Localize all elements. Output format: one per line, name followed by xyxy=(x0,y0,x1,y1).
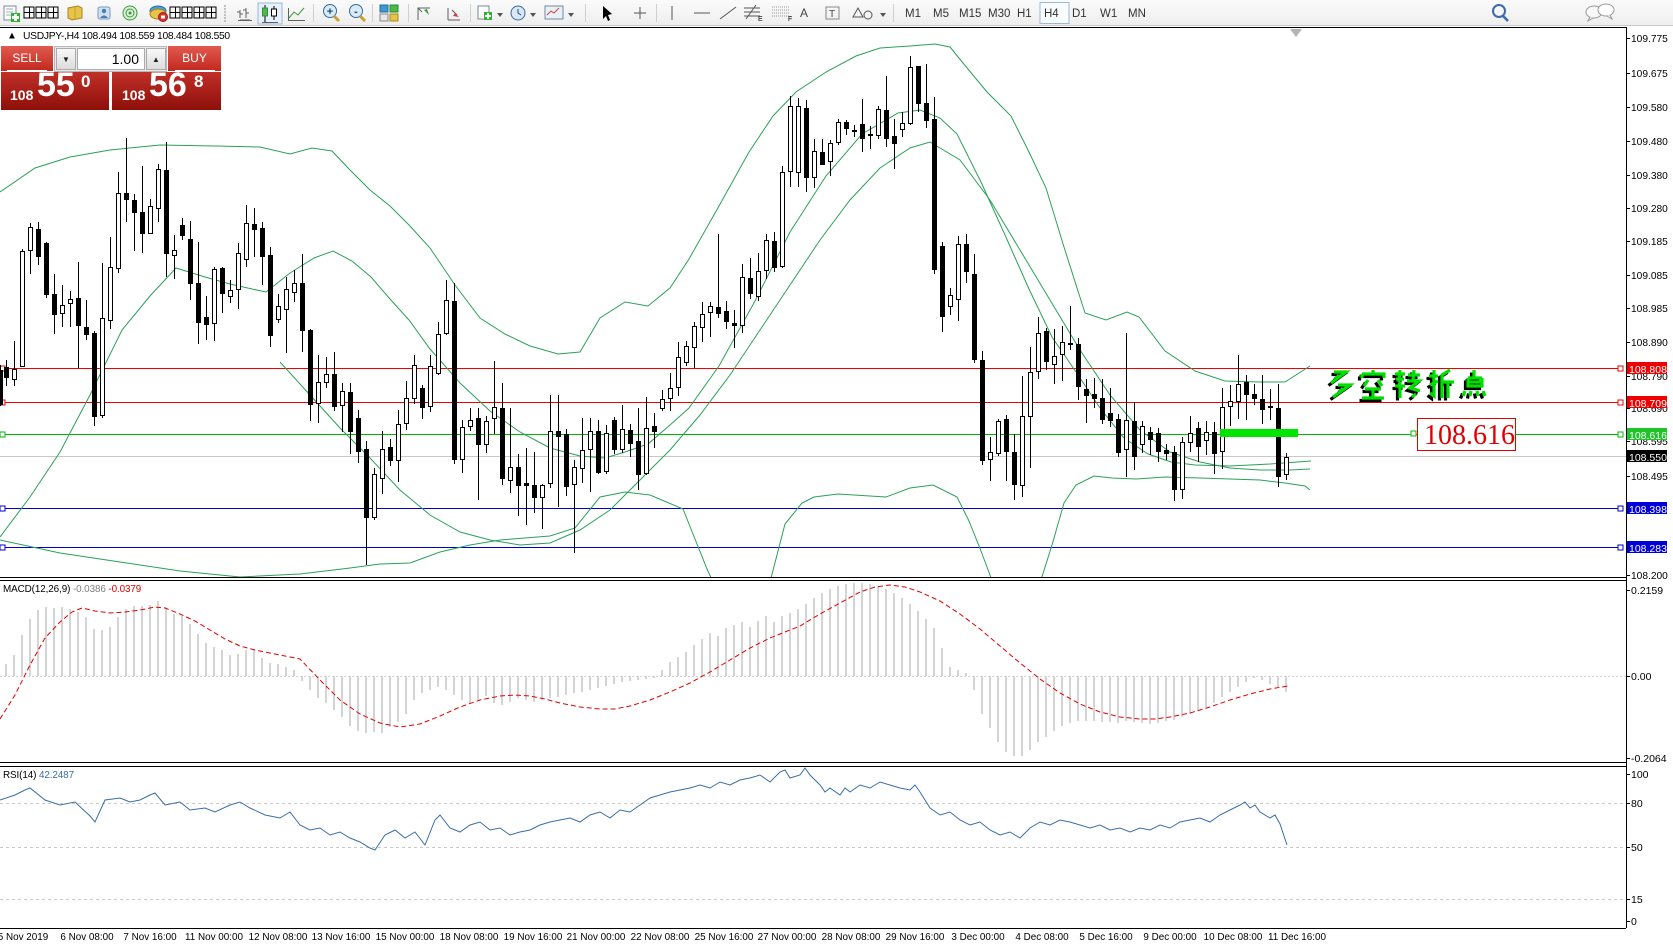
svg-text:108.890: 108.890 xyxy=(1631,338,1668,349)
svg-text:108.398: 108.398 xyxy=(1629,504,1667,516)
svg-text:D1: D1 xyxy=(1072,8,1087,20)
svg-text:50: 50 xyxy=(1631,842,1643,854)
svg-text:-: - xyxy=(354,6,358,18)
svg-text:12 Nov 08:00: 12 Nov 08:00 xyxy=(249,932,308,943)
svg-text:108.550: 108.550 xyxy=(1629,452,1667,464)
svg-text:M30: M30 xyxy=(988,8,1010,20)
svg-text:W1: W1 xyxy=(1100,8,1117,20)
svg-text:108.616: 108.616 xyxy=(1629,430,1667,442)
svg-text:22 Nov 08:00: 22 Nov 08:00 xyxy=(631,932,690,943)
svg-text:5 Dec 16:00: 5 Dec 16:00 xyxy=(1079,932,1133,943)
svg-text:13 Nov 16:00: 13 Nov 16:00 xyxy=(312,932,371,943)
svg-text:11 Nov 00:00: 11 Nov 00:00 xyxy=(185,932,244,943)
svg-text:109.085: 109.085 xyxy=(1631,271,1668,282)
svg-text:27 Nov 00:00: 27 Nov 00:00 xyxy=(758,932,817,943)
svg-text:USDJPY-,H4 108.494 108.559 10: USDJPY-,H4 108.494 108.559 108.484 108.5… xyxy=(23,31,230,42)
svg-text:7 Nov 16:00: 7 Nov 16:00 xyxy=(123,932,177,943)
svg-text:MACD(12,26,9) -0.0386 -0.0379: MACD(12,26,9) -0.0386 -0.0379 xyxy=(3,584,142,595)
svg-text:28 Nov 08:00: 28 Nov 08:00 xyxy=(822,932,881,943)
svg-text:29 Nov 16:00: 29 Nov 16:00 xyxy=(886,932,945,943)
svg-text:109.675: 109.675 xyxy=(1631,69,1668,80)
svg-text:0: 0 xyxy=(1631,916,1637,928)
svg-text:T: T xyxy=(829,9,835,20)
svg-text:108.616: 108.616 xyxy=(1424,420,1515,451)
svg-text:MN: MN xyxy=(1128,8,1146,20)
svg-text:109.580: 109.580 xyxy=(1631,103,1668,114)
svg-text:RSI(14) 42.2487: RSI(14) 42.2487 xyxy=(3,770,74,781)
svg-text:0.00: 0.00 xyxy=(1631,671,1652,683)
svg-text:25 Nov 16:00: 25 Nov 16:00 xyxy=(695,932,754,943)
svg-text:11 Dec 16:00: 11 Dec 16:00 xyxy=(1268,932,1327,943)
svg-text:-0.2064: -0.2064 xyxy=(1631,753,1667,765)
svg-text:3 Dec 00:00: 3 Dec 00:00 xyxy=(951,932,1005,943)
svg-text:109.280: 109.280 xyxy=(1631,204,1668,215)
svg-text:18 Nov 08:00: 18 Nov 08:00 xyxy=(440,932,499,943)
svg-text:19 Nov 16:00: 19 Nov 16:00 xyxy=(504,932,563,943)
svg-text:+: + xyxy=(327,6,333,18)
svg-text:H1: H1 xyxy=(1017,8,1032,20)
svg-text:108.200: 108.200 xyxy=(1631,571,1668,582)
svg-text:M15: M15 xyxy=(959,8,981,20)
svg-text:▲: ▲ xyxy=(7,31,17,42)
svg-text:15 Nov 00:00: 15 Nov 00:00 xyxy=(376,932,435,943)
svg-text:A: A xyxy=(800,6,808,20)
svg-text:108.595: 108.595 xyxy=(1631,437,1668,448)
svg-text:6 Nov 08:00: 6 Nov 08:00 xyxy=(60,932,114,943)
svg-text:M1: M1 xyxy=(905,8,921,20)
svg-text:0.2159: 0.2159 xyxy=(1631,585,1663,597)
svg-text:5 Nov 2019: 5 Nov 2019 xyxy=(0,932,49,943)
svg-text:108.495: 108.495 xyxy=(1631,472,1668,483)
svg-text:H4: H4 xyxy=(1044,8,1059,20)
svg-text:109.775: 109.775 xyxy=(1631,34,1668,45)
svg-text:109.185: 109.185 xyxy=(1631,237,1668,248)
svg-text:100: 100 xyxy=(1631,769,1649,781)
svg-text:10 Dec 08:00: 10 Dec 08:00 xyxy=(1204,932,1263,943)
svg-text:108.690: 108.690 xyxy=(1631,404,1668,415)
svg-text:21 Nov 00:00: 21 Nov 00:00 xyxy=(567,932,626,943)
svg-text:108.985: 108.985 xyxy=(1631,304,1668,315)
svg-text:4 Dec 08:00: 4 Dec 08:00 xyxy=(1015,932,1069,943)
svg-text:F: F xyxy=(788,16,792,23)
svg-text:108.808: 108.808 xyxy=(1629,364,1667,376)
svg-text:108.790: 108.790 xyxy=(1631,372,1668,383)
svg-text:80: 80 xyxy=(1631,798,1643,810)
svg-text:E: E xyxy=(758,16,763,23)
svg-text:108.283: 108.283 xyxy=(1629,543,1667,555)
svg-text:109.480: 109.480 xyxy=(1631,137,1668,148)
svg-text:109.380: 109.380 xyxy=(1631,171,1668,182)
svg-text:M5: M5 xyxy=(933,8,949,20)
svg-text:15: 15 xyxy=(1631,894,1643,906)
svg-text:9 Dec 00:00: 9 Dec 00:00 xyxy=(1143,932,1197,943)
svg-text:108.709: 108.709 xyxy=(1629,398,1667,410)
